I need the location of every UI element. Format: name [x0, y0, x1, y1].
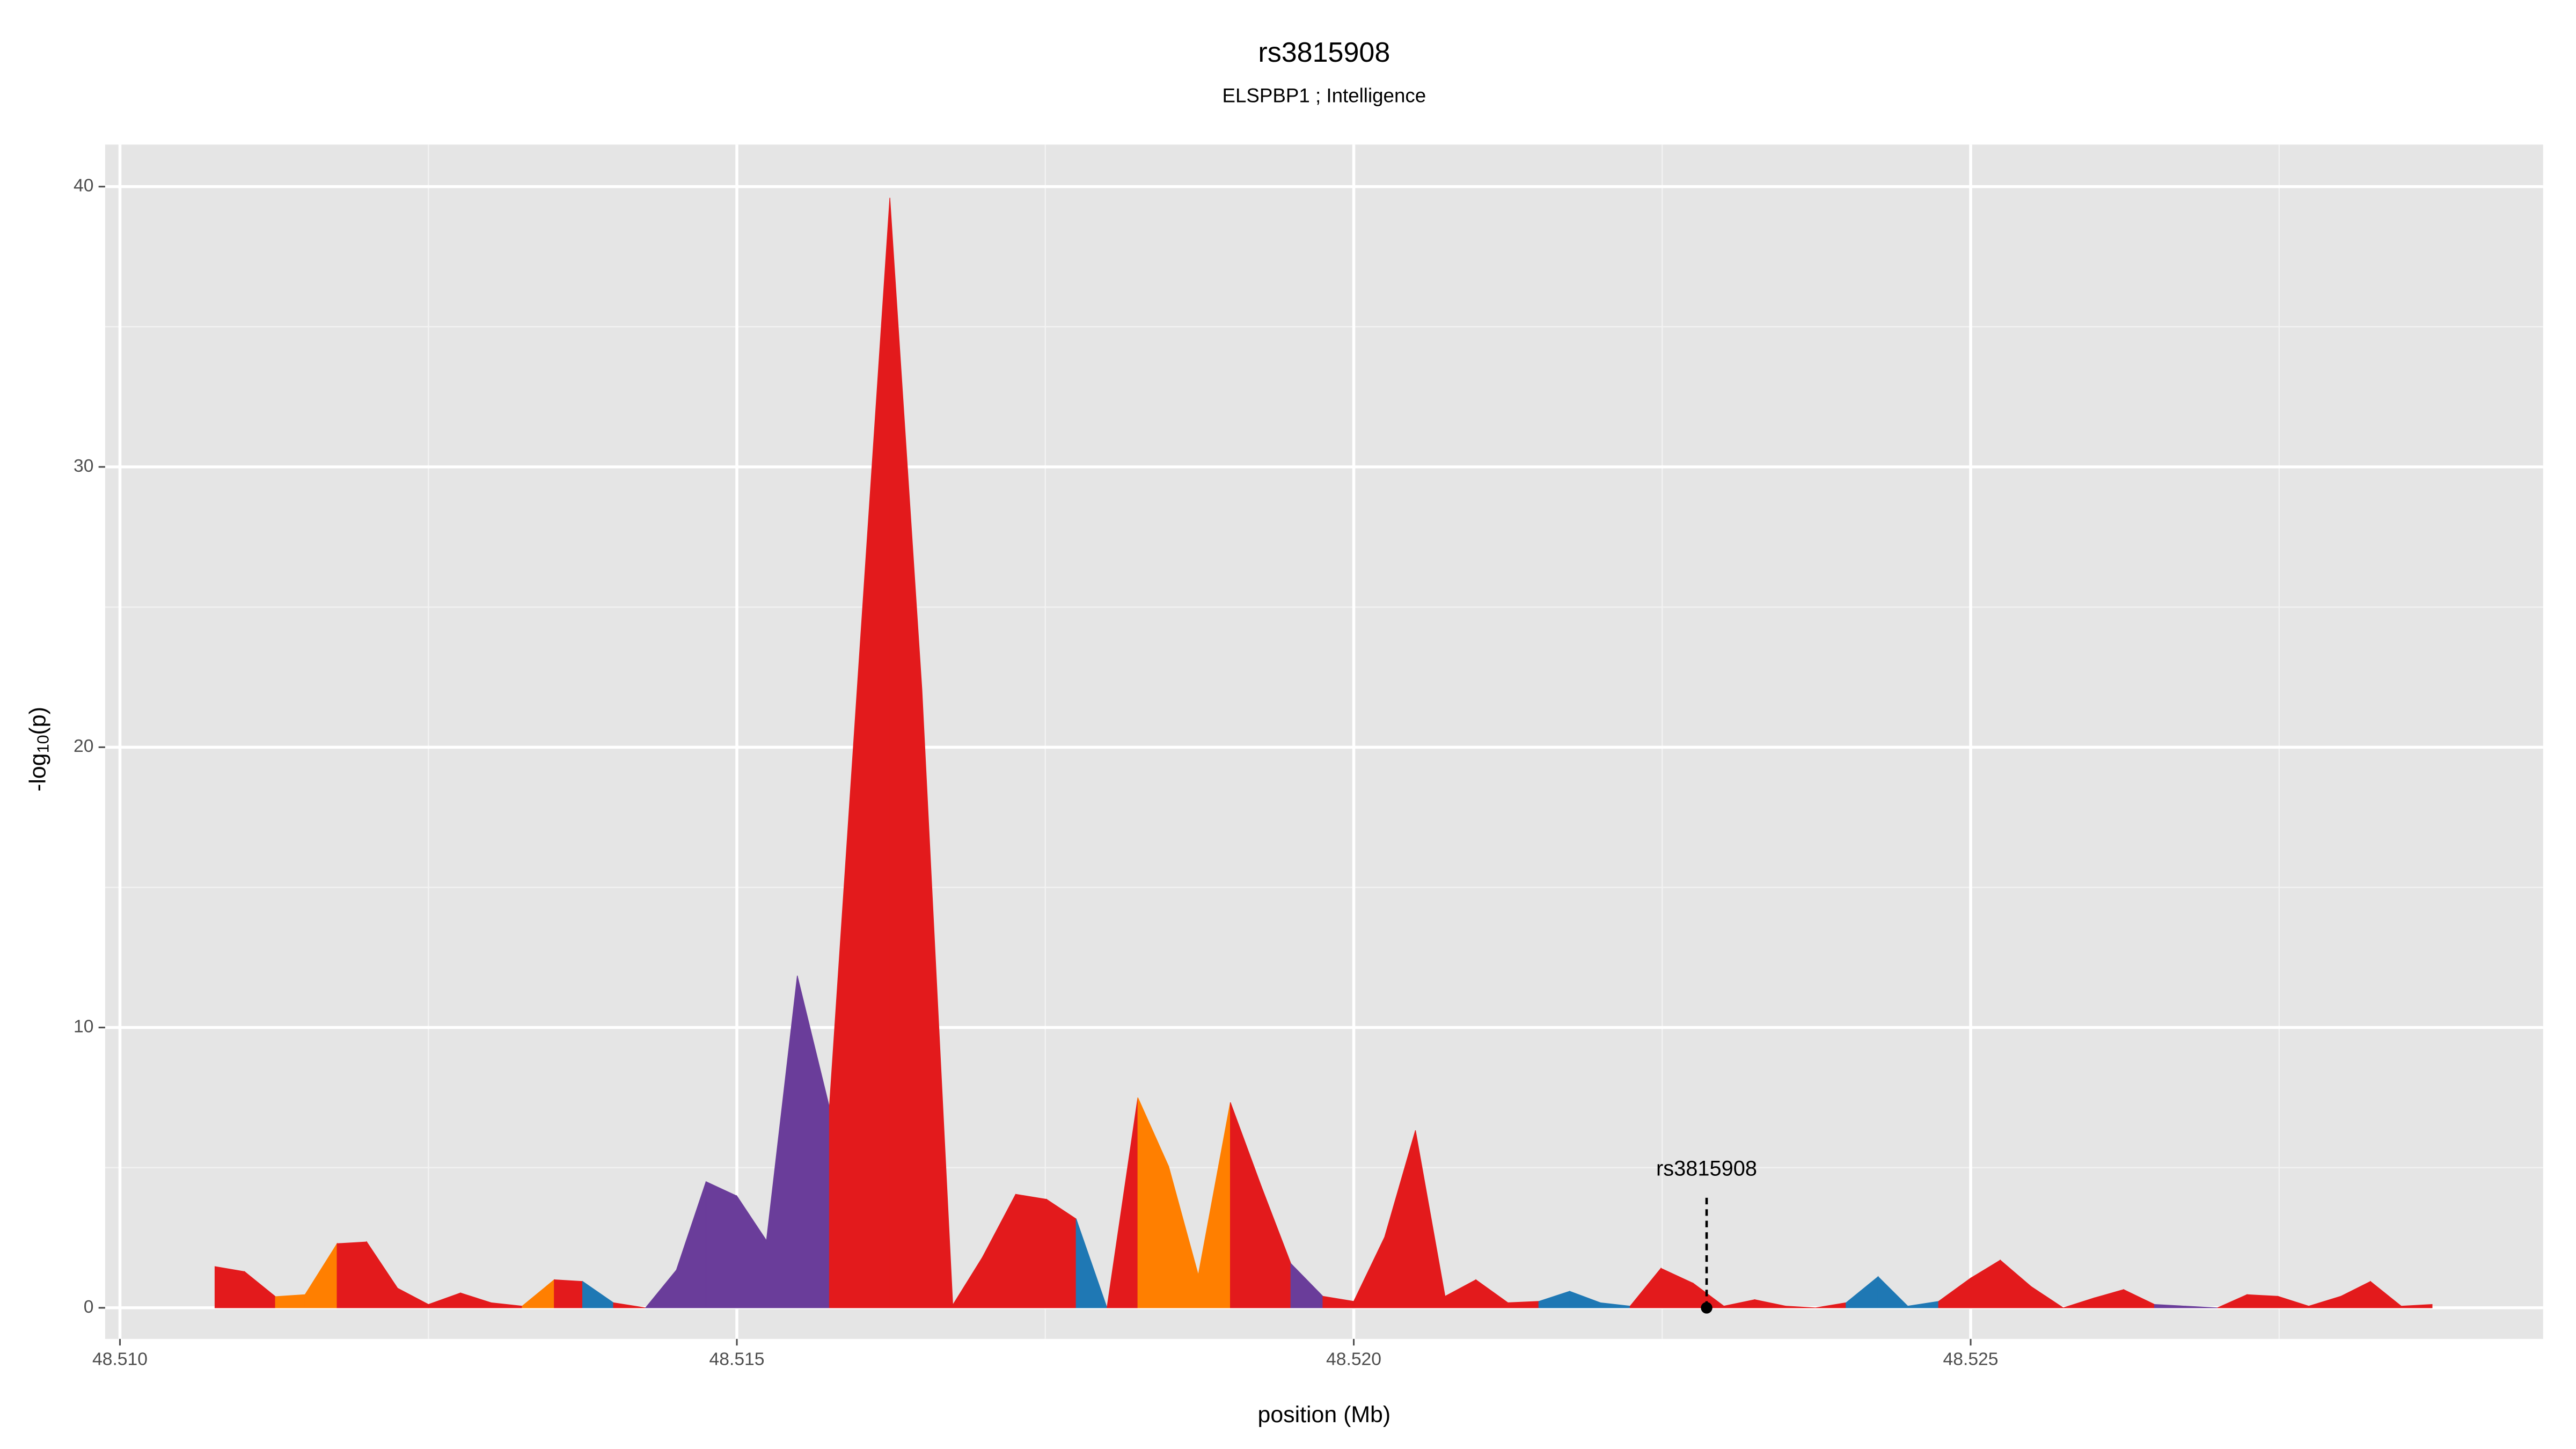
- area-segment: [275, 1294, 305, 1308]
- area-segment: [2246, 1294, 2279, 1308]
- y-label-subscript: 10: [34, 735, 53, 753]
- chart-subtitle: ELSPBP1 ; Intelligence: [1223, 84, 1426, 106]
- x-tick-label: 48.510: [92, 1350, 148, 1370]
- area-segment: [1075, 1219, 1108, 1308]
- area-segment: [1015, 1194, 1047, 1308]
- annotation-label: rs3815908: [1656, 1157, 1757, 1180]
- y-label-part: (p): [25, 707, 51, 735]
- y-tick-label: 30: [74, 456, 93, 476]
- area-segment: [2185, 1306, 2218, 1308]
- area-segment: [2031, 1286, 2065, 1308]
- x-tick-label: 48.525: [1943, 1350, 1999, 1370]
- y-tick-label: 40: [74, 176, 93, 196]
- x-tick-label: 48.520: [1326, 1350, 1381, 1370]
- x-tick-label: 48.515: [709, 1350, 765, 1370]
- y-tick-label: 10: [74, 1017, 93, 1037]
- area-segment: [336, 1241, 367, 1308]
- y-axis-label: -log10(p): [25, 707, 53, 792]
- area-segment: [554, 1279, 583, 1308]
- plot-panel: [105, 144, 2543, 1339]
- area-segment: [2401, 1304, 2433, 1308]
- area-segment: [613, 1302, 646, 1308]
- y-tick-label: 0: [84, 1297, 94, 1317]
- area-segment: [1507, 1301, 1539, 1308]
- area-segment: [705, 1181, 737, 1308]
- area-segment: [1785, 1306, 1816, 1308]
- x-axis-label: position (Mb): [1258, 1402, 1391, 1428]
- y-tick-label: 20: [74, 736, 93, 756]
- annotation-point: [1701, 1302, 1713, 1314]
- area-segment: [214, 1266, 245, 1308]
- chart-title: rs3815908: [1258, 37, 1390, 68]
- y-label-part: -log: [25, 753, 51, 791]
